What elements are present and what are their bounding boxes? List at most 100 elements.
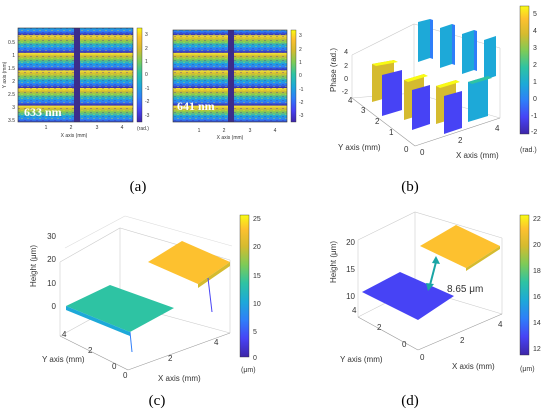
cbar-tick: 0: [533, 96, 537, 103]
ytick-label: 2: [375, 117, 380, 126]
colorbar-c: 25 20 15 10 5 0 (μm): [239, 214, 261, 374]
xticks-b: 0 2 4: [420, 124, 500, 157]
cbar-tick: 3: [533, 45, 537, 52]
panel-a: 633 nm 0.5 1 1.5 2 2.5 3 3.5 Y axis (mm)…: [2, 27, 304, 195]
ytick-label: 2: [88, 346, 93, 355]
cbar-tick: 3: [299, 33, 302, 39]
ytick-label: 2: [377, 323, 382, 332]
xtick-label: 2: [223, 128, 226, 134]
colorbar-b-ramp: [519, 5, 530, 135]
ytick-label: 3: [361, 106, 366, 115]
ytick-label: 4: [352, 306, 357, 315]
colorbar-633: 3 2 1 0 -1 -2 -3 (rad.): [136, 27, 150, 132]
xticks-c: 0 2 4: [123, 338, 219, 380]
axes-box-c: [59, 215, 233, 371]
cbar-tick: 3: [145, 32, 148, 38]
colorbar-d: 22 20 18 16 14 12 (μm): [519, 214, 541, 373]
block-front-6: [444, 91, 462, 134]
ytick-label: 3: [12, 105, 15, 111]
cbar-tick: 0: [299, 73, 302, 79]
cbar-unit: (rad.): [137, 126, 149, 132]
step-height-label: 8.65 μm: [447, 284, 483, 295]
cbar-tick: -3: [299, 113, 304, 119]
cbar-tick: 1: [145, 59, 148, 65]
xlabel-633: X axis (mm): [61, 133, 88, 139]
colorbar-633-ramp: [136, 27, 143, 123]
cbar-unit: (μm): [241, 367, 256, 374]
cbar-tick: 12: [533, 346, 541, 353]
cbar-tick: 2: [533, 62, 537, 69]
xticks-633: 1 2 3 4: [45, 125, 124, 131]
xtick-label: 0: [420, 353, 425, 362]
upper-plane-c: [148, 241, 230, 284]
xlabel-b: X axis (mm): [456, 151, 499, 160]
xtick-label: 3: [96, 125, 99, 131]
ztick-label: 0: [52, 302, 57, 311]
block-front-2: [382, 70, 402, 116]
ylabel-633: Y axis (mm): [2, 61, 8, 88]
cbar-tick: 20: [533, 242, 541, 249]
xlabel-c: X axis (mm): [158, 374, 201, 383]
block-back-4: [484, 36, 496, 80]
height-surfaces-d: 8.65 μm: [362, 225, 500, 320]
zlabel-c: Height (μm): [29, 245, 38, 287]
cbar-tick: 0: [253, 355, 257, 362]
ylabel-c: Y axis (mm): [42, 355, 85, 364]
cbar-tick: -2: [531, 129, 537, 136]
cbar-tick: 2: [299, 47, 302, 53]
ztick-label: 20: [346, 238, 355, 247]
ztick-label: 20: [47, 255, 56, 264]
cbar-tick: 4: [533, 28, 537, 35]
ytick-label: 0.5: [8, 40, 15, 46]
xtick-label: 4: [121, 125, 124, 131]
block-back-1: [418, 19, 430, 62]
colorbar-641: 3 2 1 0 -1 -2 -3: [290, 29, 304, 123]
height-surfaces-c: [66, 241, 230, 353]
wavelength-label-641: 641 nm: [177, 99, 215, 113]
ytick-label: 4: [348, 96, 353, 105]
xtick-label: 3: [249, 128, 252, 134]
ztick-label: 15: [346, 265, 355, 274]
yticks-b: 4 3 2 1 0: [348, 96, 409, 154]
cbar-unit: (μm): [520, 366, 535, 373]
gap-633: [74, 28, 80, 122]
xtick-label: 4: [214, 338, 219, 347]
ytick-label: 1: [389, 128, 394, 137]
yticks-d: 4 2 0: [352, 306, 407, 349]
cbar-tick: 1: [533, 79, 537, 86]
ylabel-d: Y axis (mm): [340, 355, 383, 364]
colorbar-641-ramp: [290, 29, 297, 123]
xticks-d: 0 2 4: [420, 320, 503, 362]
panel-label-c: (c): [149, 393, 166, 409]
cbar-tick: -3: [145, 113, 150, 119]
lower-plane-d: [362, 272, 454, 320]
xtick-label: 0: [123, 371, 128, 380]
cbar-tick: -1: [531, 113, 537, 120]
cbar-tick: 18: [533, 268, 541, 275]
cbar-tick: 15: [253, 273, 261, 280]
wavelength-label-633: 633 nm: [24, 105, 62, 119]
spike-c: [129, 331, 133, 353]
cbar-tick: 5: [253, 329, 257, 336]
ytick-label: 3.5: [8, 118, 15, 124]
xtick-label: 1: [45, 125, 48, 131]
xlabel-d: X axis (mm): [452, 362, 495, 371]
spike-c2: [207, 277, 213, 313]
xtick-label: 4: [274, 128, 277, 134]
zticks-b: 4 2 0 -2: [342, 49, 348, 96]
xtick-label: 4: [495, 124, 500, 133]
colorbar-d-ramp: [519, 214, 530, 356]
block-back-2: [440, 24, 452, 68]
cbar-tick: 2: [145, 46, 148, 52]
cbar-tick: 22: [533, 216, 541, 223]
zticks-c: 30 20 10 0: [47, 232, 56, 311]
xtick-label: 1: [198, 128, 201, 134]
ztick-label: 10: [47, 279, 56, 288]
cbar-tick: 14: [533, 320, 541, 327]
ztick-label: 30: [47, 232, 56, 241]
panel-d: 8.65 μm 20 15 10 Height (μm) 4 2 0 Y axi…: [329, 211, 541, 409]
xlabel-641: X axis (mm): [217, 135, 244, 141]
phase-blocks: [372, 19, 496, 134]
cbar-tick: 16: [533, 294, 541, 301]
